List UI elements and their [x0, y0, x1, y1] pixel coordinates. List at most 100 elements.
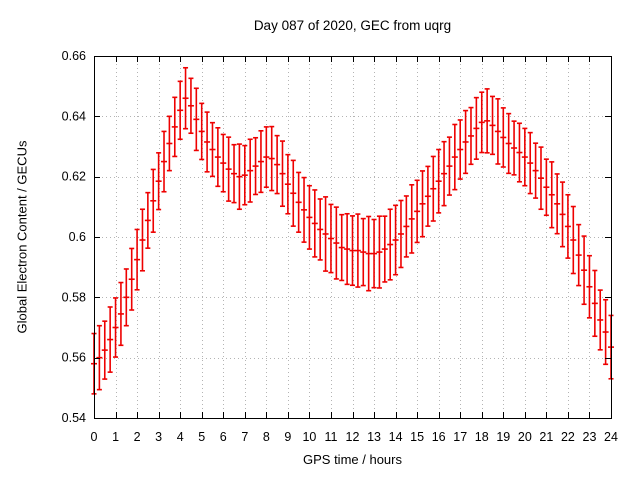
error-bar-point: [419, 170, 426, 238]
y-tick-label: 0.66: [62, 49, 86, 63]
x-tick-label: 22: [561, 430, 575, 444]
x-tick-label: 10: [302, 430, 316, 444]
error-bar-point: [220, 133, 227, 193]
x-tick-label: 8: [263, 430, 270, 444]
error-bar-point: [387, 208, 394, 281]
x-tick-label: 21: [539, 430, 553, 444]
error-bar-point: [301, 176, 308, 243]
error-bar-point: [575, 223, 582, 287]
error-bar-point: [209, 121, 216, 178]
error-bar-point: [198, 102, 205, 161]
error-bar-point: [462, 109, 469, 175]
error-bar-point: [236, 143, 243, 211]
error-bar-point: [397, 199, 404, 269]
gridlines: [94, 56, 611, 418]
error-bar-point: [500, 107, 507, 168]
error-bar-point: [408, 184, 415, 254]
error-bar-point: [424, 165, 431, 227]
error-bar-point: [214, 126, 221, 188]
error-bar-point: [371, 218, 378, 289]
error-bar-point: [527, 131, 534, 195]
error-bar-point: [473, 96, 480, 160]
error-bar-point: [478, 91, 485, 154]
error-bar-point: [591, 269, 598, 338]
x-tick-label: 24: [604, 430, 618, 444]
error-bar-point: [193, 87, 200, 152]
x-tick-label: 3: [155, 430, 162, 444]
x-tick-label: 2: [134, 430, 141, 444]
error-bar-point: [597, 289, 604, 351]
error-bar-point: [516, 122, 523, 183]
error-bar-point: [177, 80, 184, 141]
x-tick-label: 11: [324, 430, 337, 444]
x-tick-label: 9: [284, 430, 291, 444]
error-bar-point: [559, 181, 566, 248]
error-bar-point: [511, 120, 518, 176]
error-bar-point: [171, 96, 178, 158]
error-bar-point: [349, 215, 356, 287]
y-tick-label: 0.62: [62, 170, 86, 184]
axes: [94, 56, 612, 419]
x-tick-label: 17: [453, 430, 467, 444]
error-bar-point: [548, 161, 555, 229]
x-tick-label: 12: [346, 430, 360, 444]
error-bar-point: [263, 126, 270, 189]
error-bar-point: [467, 106, 474, 166]
x-tick-label: 15: [410, 430, 424, 444]
error-bar-point: [247, 138, 254, 203]
error-bar-point: [161, 130, 168, 193]
error-bar-point: [344, 212, 351, 286]
error-bar-point: [586, 254, 593, 319]
error-bar-point: [144, 191, 151, 249]
error-bar-point: [317, 198, 324, 261]
error-bar-point: [322, 196, 329, 272]
error-bar-point: [521, 127, 528, 187]
error-bar-point: [150, 168, 157, 233]
error-bar-point: [430, 155, 437, 222]
error-bar-point: [537, 146, 544, 211]
error-bar-point: [279, 140, 286, 208]
error-bar-point: [274, 134, 281, 195]
error-bar-point: [435, 148, 442, 214]
x-tick-label: 1: [112, 430, 119, 444]
error-bar-point: [257, 130, 264, 194]
error-bar-point: [182, 66, 189, 130]
error-bar-point: [128, 247, 135, 311]
error-bar-point: [484, 88, 491, 154]
error-bar-point: [376, 215, 383, 289]
error-bar-point: [112, 297, 119, 358]
x-tick-label: 6: [220, 430, 227, 444]
error-bar-point: [581, 235, 588, 306]
error-bar-point: [333, 206, 340, 280]
error-bar-point: [134, 228, 141, 291]
error-bar-point: [327, 203, 334, 274]
error-bar-point: [306, 184, 313, 250]
x-tick-label: 19: [496, 430, 510, 444]
error-bar-point: [107, 306, 114, 373]
x-tick-label: 7: [241, 430, 248, 444]
error-bar-point: [295, 171, 302, 233]
x-tick-label: 4: [177, 430, 184, 444]
y-tick-label: 0.56: [62, 351, 86, 365]
x-tick-label: 13: [367, 430, 381, 444]
error-bar-point: [457, 119, 464, 180]
error-bar-point: [123, 268, 130, 327]
error-bar-point: [225, 136, 232, 202]
error-bar-series: [91, 66, 614, 395]
error-bar-point: [338, 213, 345, 282]
error-bar-point: [554, 173, 561, 235]
error-bar-point: [166, 115, 173, 172]
error-bar-point: [290, 159, 297, 227]
error-bar-point: [139, 208, 146, 272]
error-bar-point: [392, 204, 399, 276]
error-bar-point: [532, 142, 539, 199]
x-tick-label: 23: [583, 430, 597, 444]
x-tick-label: 5: [198, 430, 205, 444]
error-bar-point: [414, 179, 421, 244]
error-bar-point: [101, 320, 108, 380]
error-bar-point: [505, 112, 512, 175]
error-bar-point: [155, 152, 162, 211]
error-bar-point: [564, 193, 571, 259]
x-tick-label: 16: [432, 430, 446, 444]
